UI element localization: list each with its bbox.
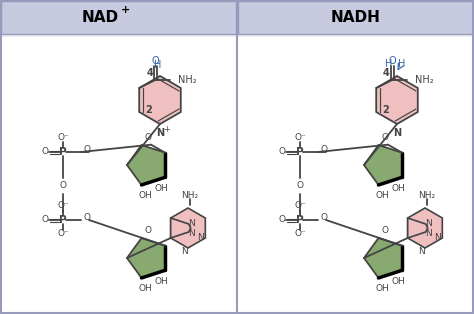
Bar xyxy=(238,1,473,34)
Text: O⁻: O⁻ xyxy=(294,230,306,239)
Polygon shape xyxy=(408,208,442,248)
Text: P: P xyxy=(296,147,304,157)
Text: OH: OH xyxy=(138,192,152,200)
Text: O: O xyxy=(297,181,303,191)
Text: NH₂: NH₂ xyxy=(415,75,434,85)
Polygon shape xyxy=(364,238,402,278)
Polygon shape xyxy=(171,218,191,238)
Text: O⁻: O⁻ xyxy=(57,133,69,143)
Text: O⁻: O⁻ xyxy=(57,230,69,239)
Text: OH: OH xyxy=(375,284,389,294)
Text: O: O xyxy=(42,148,48,156)
Text: O: O xyxy=(279,148,285,156)
Text: +: + xyxy=(164,124,171,133)
Text: O: O xyxy=(279,215,285,225)
Text: O: O xyxy=(84,144,91,154)
Polygon shape xyxy=(127,145,165,185)
Text: 2: 2 xyxy=(145,105,152,115)
Text: O⁻: O⁻ xyxy=(294,133,306,143)
Text: O: O xyxy=(382,133,389,142)
Text: N: N xyxy=(425,229,432,237)
Text: P: P xyxy=(59,215,67,225)
Text: NH₂: NH₂ xyxy=(178,75,197,85)
Polygon shape xyxy=(376,76,418,124)
Text: O: O xyxy=(382,225,389,235)
Polygon shape xyxy=(171,208,205,248)
Text: N: N xyxy=(197,232,204,241)
Text: N: N xyxy=(425,219,432,228)
Text: 2: 2 xyxy=(382,105,389,115)
Text: O: O xyxy=(321,144,328,154)
Text: O: O xyxy=(42,215,48,225)
Polygon shape xyxy=(408,218,428,238)
Text: O: O xyxy=(152,56,160,66)
Text: OH: OH xyxy=(391,277,405,286)
Text: O: O xyxy=(389,56,397,66)
Text: O: O xyxy=(145,133,152,142)
Text: +: + xyxy=(121,5,130,15)
Text: OH: OH xyxy=(154,277,168,286)
Text: H: H xyxy=(385,59,392,69)
Text: OH: OH xyxy=(138,284,152,294)
Text: O: O xyxy=(321,213,328,221)
Text: O: O xyxy=(145,225,152,235)
Text: NH₂: NH₂ xyxy=(419,191,436,199)
Text: N: N xyxy=(156,128,164,138)
Text: N: N xyxy=(188,219,195,228)
Text: NH₂: NH₂ xyxy=(182,191,199,199)
Text: N: N xyxy=(188,229,195,237)
Text: N: N xyxy=(434,232,441,241)
Text: P: P xyxy=(296,215,304,225)
Text: N: N xyxy=(393,128,401,138)
Text: 4: 4 xyxy=(383,68,389,78)
Text: OH: OH xyxy=(375,192,389,200)
Text: H: H xyxy=(155,60,162,70)
Text: O⁻: O⁻ xyxy=(294,202,306,210)
Text: O: O xyxy=(60,181,66,191)
Text: OH: OH xyxy=(391,184,405,193)
Bar xyxy=(1,1,236,34)
Text: NAD: NAD xyxy=(82,9,118,24)
Text: P: P xyxy=(59,147,67,157)
Text: O: O xyxy=(84,213,91,221)
Text: N: N xyxy=(419,246,425,256)
Polygon shape xyxy=(127,238,165,278)
Text: 4: 4 xyxy=(146,68,154,78)
Bar xyxy=(238,37,472,312)
Text: OH: OH xyxy=(154,184,168,193)
Text: N: N xyxy=(182,246,188,256)
Bar xyxy=(2,37,236,312)
Polygon shape xyxy=(139,76,181,124)
Text: O⁻: O⁻ xyxy=(57,202,69,210)
Polygon shape xyxy=(364,145,402,185)
Text: NADH: NADH xyxy=(331,9,381,24)
Text: H: H xyxy=(398,59,406,69)
